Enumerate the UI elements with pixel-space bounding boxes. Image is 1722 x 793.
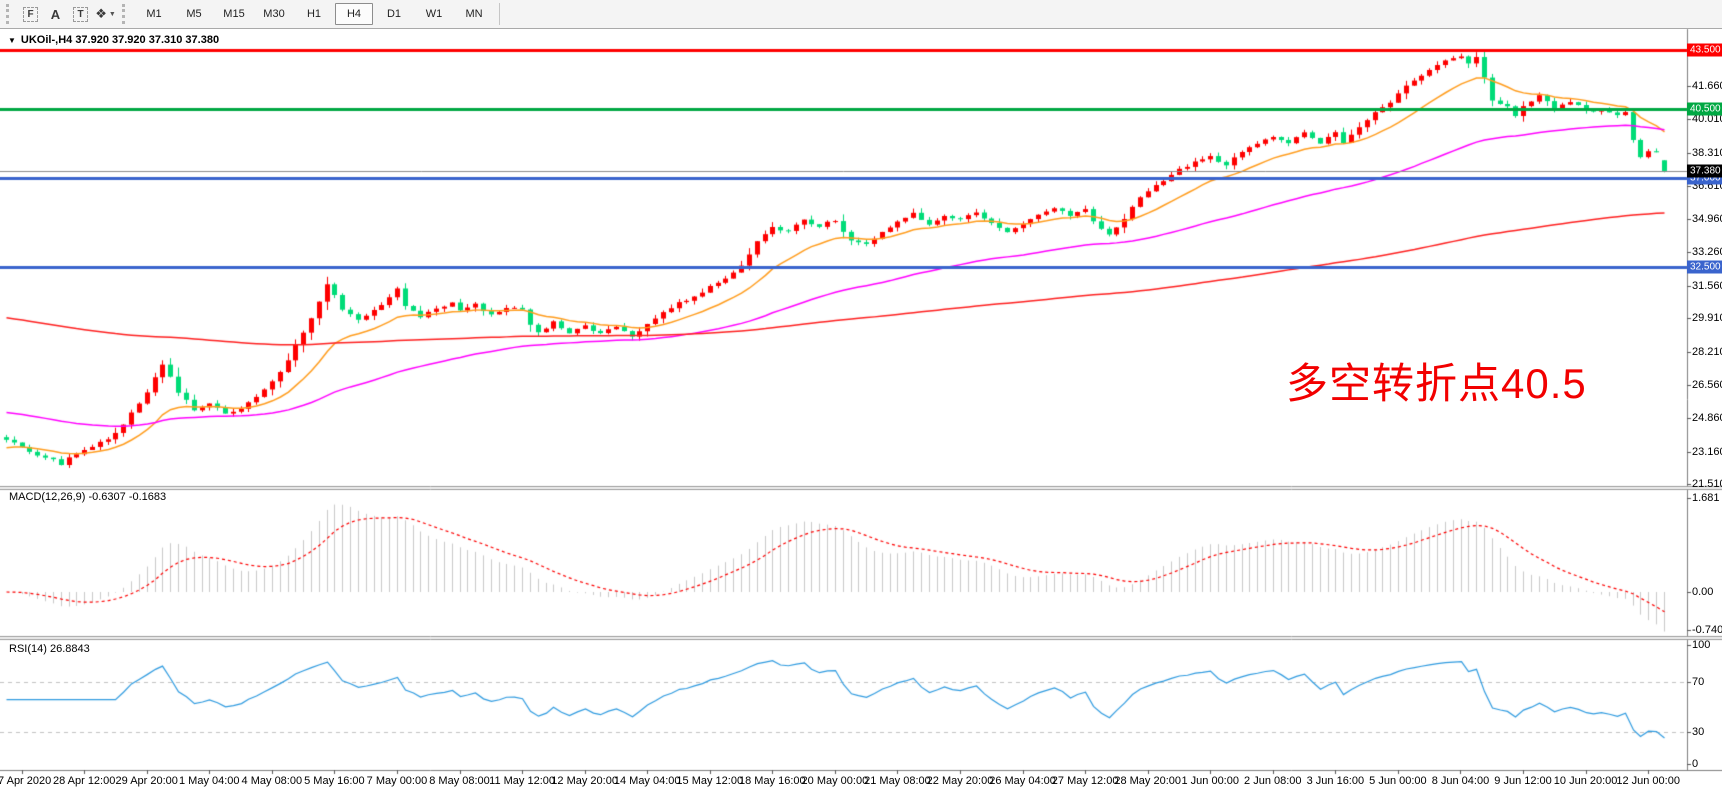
time-tick-label: 29 Apr 20:00 <box>115 775 178 787</box>
shapes-icon[interactable]: ❖ ▼ <box>93 3 118 25</box>
price-tick-label: 41.660 <box>1692 80 1722 93</box>
macd-axis-label: -0.7408 <box>1692 624 1722 636</box>
price-tick-label: 28.210 <box>1692 346 1722 359</box>
timeframe-button-h4[interactable]: H4 <box>335 3 373 25</box>
frame-f-icon: F <box>23 6 38 22</box>
chart-annotation-text[interactable]: 多空转折点40.5 <box>1286 360 1587 407</box>
price-tick-label: 34.960 <box>1692 212 1722 225</box>
time-tick-label: 11 May 12:00 <box>489 775 555 787</box>
symbol-title[interactable]: ▼ UKOil-,H4 37.920 37.920 37.310 37.380 <box>8 34 219 46</box>
rsi-axis-label: 30 <box>1692 726 1705 738</box>
timeframe-button-d1[interactable]: D1 <box>386 8 402 20</box>
price-tick-label: 29.910 <box>1692 312 1722 325</box>
timeframe-button-h1[interactable]: H1 <box>306 8 322 20</box>
price-tick-label: 23.160 <box>1692 445 1722 458</box>
price-badge-43.500: 43.500 <box>1687 43 1722 57</box>
time-tick-label: 4 May 08:00 <box>241 775 303 787</box>
rsi-indicator-label: RSI(14) 26.8843 <box>9 643 90 655</box>
timeframe-drag-handle[interactable] <box>122 4 130 24</box>
time-tick-label: 3 Jun 16:00 <box>1306 775 1365 787</box>
price-tick-label: 26.560 <box>1692 378 1722 391</box>
price-tick-label: 38.310 <box>1692 146 1722 159</box>
shapes-icon: ❖ <box>95 6 107 21</box>
rsi-axis-label: 0 <box>1692 758 1699 770</box>
time-tick-label: 15 May 12:00 <box>676 775 744 787</box>
timeframe-button-mn[interactable]: MN <box>465 8 483 20</box>
time-tick-label: 12 Jun 00:00 <box>1616 775 1680 787</box>
time-tick-label: 10 Jun 20:00 <box>1553 775 1618 787</box>
timeframe-button-m15[interactable]: M15 <box>223 8 245 20</box>
toolbar-icon-group: F A T ❖ ▼ <box>18 3 118 25</box>
time-tick-label: 27 May 12:00 <box>1051 775 1119 787</box>
price-tick-label: 24.860 <box>1692 412 1722 425</box>
timeframe-button-m5[interactable]: M5 <box>186 8 202 20</box>
insert-text-icon[interactable]: A <box>43 3 68 25</box>
rsi-axis-label: 70 <box>1692 676 1705 688</box>
time-tick-label: 8 May 08:00 <box>429 775 490 787</box>
price-tick-label: 21.510 <box>1692 478 1722 491</box>
time-tick-label: 22 May 20:00 <box>926 775 994 787</box>
dropdown-caret-icon[interactable]: ▼ <box>108 10 116 18</box>
time-tick-label: 18 May 16:00 <box>738 775 806 787</box>
current-price-badge: 37.380 <box>1687 164 1722 178</box>
macd-axis-label: 0.00 <box>1692 586 1714 598</box>
price-tick-label: 40.010 <box>1692 113 1722 125</box>
price-badge-40.500: 40.500 <box>1687 102 1722 116</box>
timeframe-button-m1[interactable]: M1 <box>146 8 162 20</box>
timeframe-group: M1 M5 M15 M30 H1 H4 D1 W1 MN <box>134 3 494 25</box>
time-tick-label: 5 Jun 00:00 <box>1369 775 1427 787</box>
time-tick-label: 28 Apr 12:00 <box>52 775 116 787</box>
time-tick-label: 2 Jun 08:00 <box>1244 775 1302 787</box>
price-badge-32.500: 32.500 <box>1687 260 1722 274</box>
toolbar-separator <box>499 3 500 25</box>
macd-indicator-label: MACD(12,26,9) -0.6307 -0.1683 <box>9 491 167 503</box>
time-tick-label: 5 May 16:00 <box>304 775 365 787</box>
time-tick-label: 28 May 20:00 <box>1114 775 1181 787</box>
time-tick-label: 14 May 04:00 <box>613 775 681 787</box>
time-tick-label: 7 May 00:00 <box>366 775 428 787</box>
timeframe-button-m30[interactable]: M30 <box>263 8 285 20</box>
time-tick-label: 20 May 00:00 <box>801 775 869 787</box>
time-tick-label: 1 Jun 00:00 <box>1181 775 1239 787</box>
timeframe-button-w1[interactable]: W1 <box>425 8 443 20</box>
macd-axis-label: 1.681 <box>1692 491 1720 504</box>
price-tick-label: 31.560 <box>1692 279 1722 292</box>
time-tick-label: 27 Apr 2020 <box>0 775 52 787</box>
frame-f-icon[interactable]: F <box>18 3 43 25</box>
text-label-icon[interactable]: T <box>68 3 93 25</box>
text-label-icon: T <box>73 6 88 22</box>
time-tick-label: 26 May 04:00 <box>989 775 1056 787</box>
rsi-axis-label: 100 <box>1692 639 1711 651</box>
time-tick-label: 1 May 04:00 <box>178 775 240 787</box>
collapse-icon[interactable]: ▼ <box>8 36 16 45</box>
insert-text-icon: A <box>50 6 61 22</box>
symbol-ohlc-text: UKOil-,H4 37.920 37.920 37.310 37.380 <box>20 34 220 46</box>
price-tick-label: 33.260 <box>1692 246 1722 259</box>
time-tick-label: 21 May 08:00 <box>864 775 931 787</box>
time-tick-label: 9 Jun 12:00 <box>1494 775 1552 787</box>
time-tick-label: 8 Jun 04:00 <box>1431 775 1490 787</box>
toolbar-drag-handle[interactable] <box>6 4 14 24</box>
toolbar: F A T ❖ ▼ M1 M5 M15 M30 H1 H4 D1 W1 MN <box>0 0 1722 29</box>
time-tick-label: 12 May 20:00 <box>551 775 618 787</box>
